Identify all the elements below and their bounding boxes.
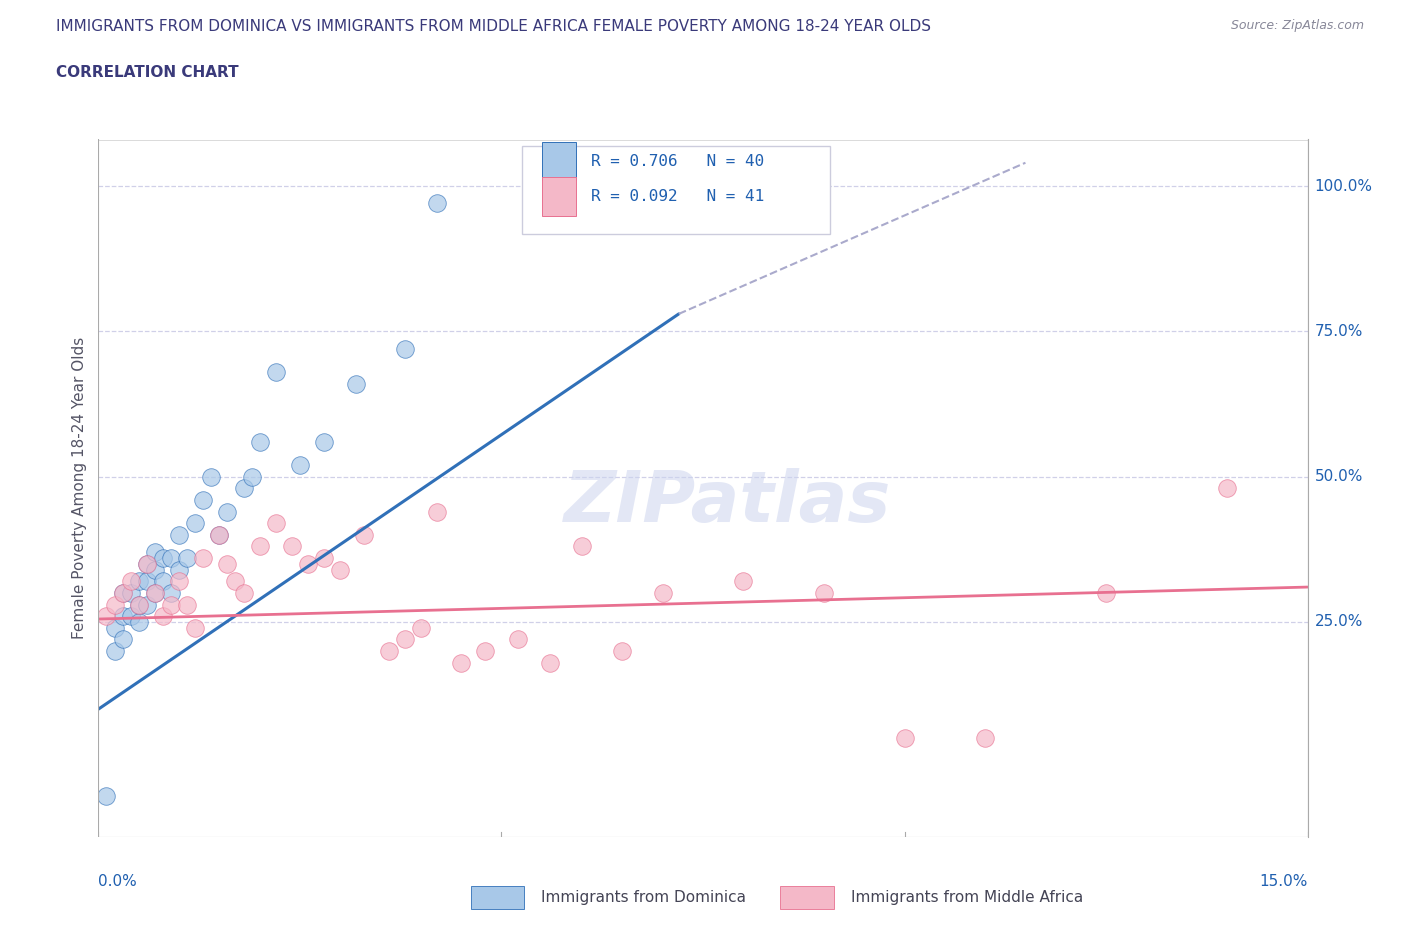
Point xyxy=(184,516,207,531)
Point xyxy=(200,470,222,485)
Point xyxy=(612,644,634,658)
Point xyxy=(135,574,157,589)
Point xyxy=(249,539,271,554)
FancyBboxPatch shape xyxy=(522,147,830,233)
Point xyxy=(1095,586,1118,601)
Text: 15.0%: 15.0% xyxy=(1260,874,1308,889)
Point xyxy=(506,632,529,647)
Point xyxy=(571,539,593,554)
Point xyxy=(530,179,553,193)
Text: R = 0.706   N = 40: R = 0.706 N = 40 xyxy=(591,153,763,168)
Point xyxy=(353,527,375,542)
Point xyxy=(893,731,915,746)
Point xyxy=(281,539,304,554)
Point xyxy=(586,179,609,193)
Text: ZIPatlas: ZIPatlas xyxy=(564,468,891,537)
Point xyxy=(208,527,231,542)
Point xyxy=(167,574,190,589)
Point xyxy=(184,620,207,635)
Point xyxy=(377,644,399,658)
Point xyxy=(426,196,449,211)
Point xyxy=(143,586,166,601)
Point xyxy=(651,586,673,601)
Point xyxy=(111,632,134,647)
FancyBboxPatch shape xyxy=(543,178,576,216)
Point xyxy=(135,597,157,612)
Point xyxy=(813,586,835,601)
Point xyxy=(232,481,254,496)
Point xyxy=(160,551,183,565)
Point xyxy=(224,574,246,589)
Point xyxy=(143,562,166,577)
Text: Immigrants from Middle Africa: Immigrants from Middle Africa xyxy=(851,890,1083,905)
Point xyxy=(120,574,142,589)
FancyBboxPatch shape xyxy=(543,142,576,180)
Text: IMMIGRANTS FROM DOMINICA VS IMMIGRANTS FROM MIDDLE AFRICA FEMALE POVERTY AMONG 1: IMMIGRANTS FROM DOMINICA VS IMMIGRANTS F… xyxy=(56,19,931,33)
Point xyxy=(176,597,198,612)
Point xyxy=(264,516,287,531)
Point xyxy=(208,527,231,542)
Point xyxy=(128,615,150,630)
Point xyxy=(394,341,416,356)
Point xyxy=(974,731,997,746)
Point xyxy=(128,597,150,612)
Point xyxy=(1216,481,1239,496)
Point xyxy=(120,586,142,601)
Point xyxy=(264,365,287,379)
Text: R = 0.092   N = 41: R = 0.092 N = 41 xyxy=(591,189,763,204)
Point xyxy=(143,586,166,601)
Point xyxy=(103,597,125,612)
Point xyxy=(344,377,367,392)
Point xyxy=(143,545,166,560)
Point xyxy=(314,551,336,565)
Point xyxy=(152,574,174,589)
Point xyxy=(176,551,198,565)
Point xyxy=(314,434,336,449)
Point xyxy=(394,632,416,647)
Point xyxy=(232,586,254,601)
Point xyxy=(297,556,319,571)
Point xyxy=(103,644,125,658)
Point xyxy=(409,620,432,635)
Point xyxy=(160,597,183,612)
Point xyxy=(128,597,150,612)
Point xyxy=(733,574,755,589)
Point xyxy=(167,562,190,577)
Point xyxy=(167,527,190,542)
Text: Immigrants from Dominica: Immigrants from Dominica xyxy=(541,890,747,905)
Y-axis label: Female Poverty Among 18-24 Year Olds: Female Poverty Among 18-24 Year Olds xyxy=(72,338,87,640)
Point xyxy=(474,644,496,658)
Point xyxy=(217,556,239,571)
Point xyxy=(152,609,174,624)
Point xyxy=(111,586,134,601)
Text: 75.0%: 75.0% xyxy=(1315,324,1362,339)
Point xyxy=(426,504,449,519)
Point xyxy=(135,556,157,571)
Point xyxy=(193,551,215,565)
Text: 50.0%: 50.0% xyxy=(1315,469,1362,485)
Point xyxy=(128,574,150,589)
Point xyxy=(152,551,174,565)
Point xyxy=(135,556,157,571)
Point xyxy=(450,656,472,671)
Point xyxy=(96,609,118,624)
Point xyxy=(111,609,134,624)
Point xyxy=(193,493,215,508)
Point xyxy=(96,789,118,804)
Text: 100.0%: 100.0% xyxy=(1315,179,1372,193)
Text: 25.0%: 25.0% xyxy=(1315,615,1362,630)
Point xyxy=(103,620,125,635)
Point xyxy=(249,434,271,449)
Point xyxy=(111,586,134,601)
Text: CORRELATION CHART: CORRELATION CHART xyxy=(56,65,239,80)
Point xyxy=(240,470,263,485)
Point xyxy=(538,656,561,671)
Point xyxy=(329,562,352,577)
Text: 0.0%: 0.0% xyxy=(98,874,138,889)
Point xyxy=(217,504,239,519)
Point xyxy=(160,586,183,601)
Point xyxy=(120,609,142,624)
Point xyxy=(288,458,311,472)
Text: Source: ZipAtlas.com: Source: ZipAtlas.com xyxy=(1230,19,1364,32)
